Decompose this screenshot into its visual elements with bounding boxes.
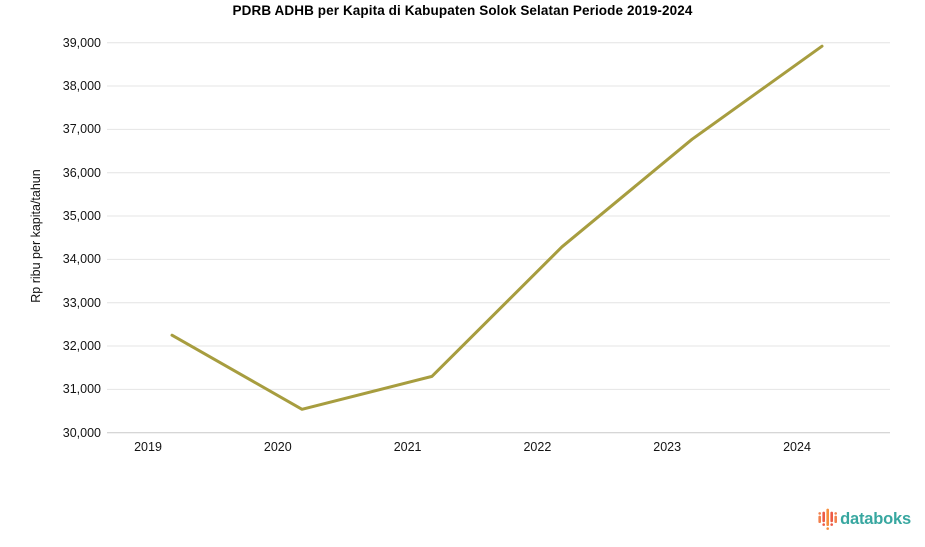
- x-tick-label: 2020: [263, 440, 292, 454]
- y-tick-label: 38,000: [62, 79, 101, 94]
- y-tick-label: 36,000: [62, 165, 101, 180]
- databoks-bars-icon: [818, 508, 838, 530]
- y-tick-label: 35,000: [62, 209, 101, 224]
- y-tick-label: 39,000: [62, 35, 101, 50]
- y-tick-label: 34,000: [62, 252, 101, 267]
- x-tick-label: 2019: [134, 440, 162, 454]
- y-tick-label: 30,000: [62, 425, 101, 440]
- y-tick-label: 37,000: [62, 122, 101, 137]
- databoks-wordmark: databoks: [840, 510, 911, 528]
- x-tick-label: 2024: [783, 440, 811, 454]
- x-tick-label: 2021: [393, 440, 422, 454]
- x-tick-label: 2023: [653, 440, 682, 454]
- y-tick-label: 32,000: [62, 339, 101, 354]
- y-tick-label: 31,000: [62, 382, 101, 397]
- databoks-logo: databoks: [818, 508, 911, 531]
- data-line: [170, 44, 824, 411]
- y-tick-label: 33,000: [62, 295, 101, 310]
- chart-title: PDRB ADHB per Kapita di Kabupaten Solok …: [232, 3, 693, 18]
- x-tick-label: 2022: [523, 440, 552, 454]
